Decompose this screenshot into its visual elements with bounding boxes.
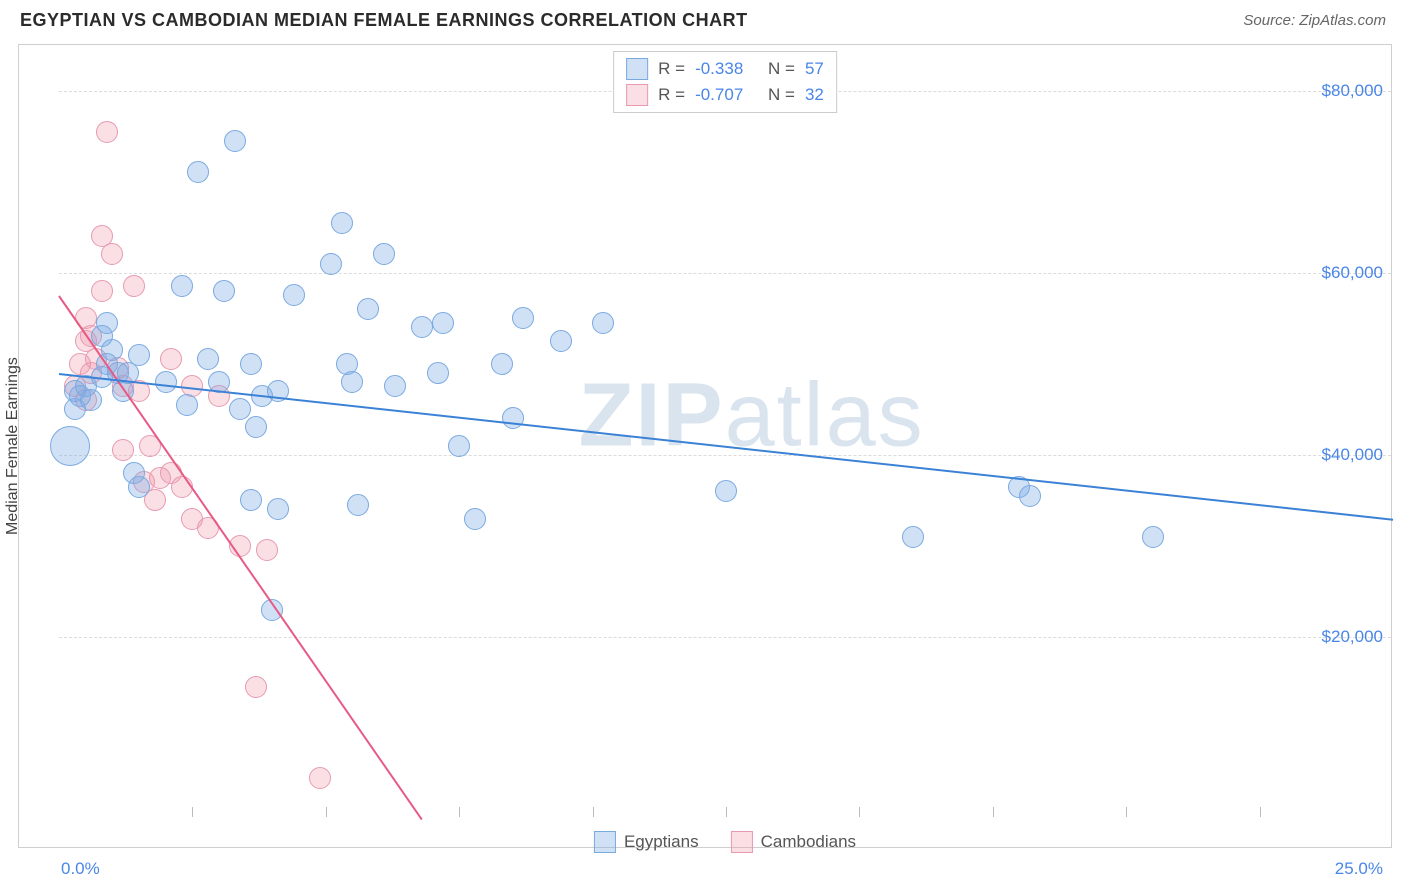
- data-point-cambodians: [101, 243, 123, 265]
- x-tick: [459, 807, 460, 817]
- data-point-egyptians: [155, 371, 177, 393]
- data-point-egyptians: [123, 462, 145, 484]
- data-point-cambodians: [197, 517, 219, 539]
- data-point-egyptians: [411, 316, 433, 338]
- data-point-egyptians: [1142, 526, 1164, 548]
- source-label: Source: ZipAtlas.com: [1243, 12, 1386, 29]
- x-tick: [726, 807, 727, 817]
- data-point-egyptians: [550, 330, 572, 352]
- plot-area: ZIPatlas R = -0.338 N = 57 R = -0.707 N …: [59, 45, 1391, 817]
- data-point-egyptians: [240, 489, 262, 511]
- data-point-egyptians: [96, 312, 118, 334]
- data-point-cambodians: [112, 439, 134, 461]
- swatch-cambodians: [626, 84, 648, 106]
- data-point-egyptians: [213, 280, 235, 302]
- data-point-egyptians: [101, 339, 123, 361]
- legend-row-egyptians: R = -0.338 N = 57: [626, 56, 824, 82]
- n-value-cambodians: 32: [805, 85, 824, 105]
- legend-item-egyptians: Egyptians: [594, 831, 699, 853]
- data-point-egyptians: [427, 362, 449, 384]
- y-tick-label: $40,000: [1322, 445, 1383, 465]
- data-point-egyptians: [341, 371, 363, 393]
- correlation-legend: R = -0.338 N = 57 R = -0.707 N = 32: [613, 51, 837, 113]
- data-point-egyptians: [432, 312, 454, 334]
- source-prefix: Source:: [1243, 12, 1299, 29]
- n-label: N =: [768, 85, 795, 105]
- data-point-egyptians: [240, 353, 262, 375]
- data-point-egyptians: [331, 212, 353, 234]
- data-point-egyptians: [491, 353, 513, 375]
- data-point-egyptians: [592, 312, 614, 334]
- chart-container: Median Female Earnings ZIPatlas R = -0.3…: [18, 44, 1392, 848]
- data-point-egyptians: [373, 243, 395, 265]
- series-legend: Egyptians Cambodians: [594, 831, 856, 853]
- data-point-egyptians: [50, 426, 90, 466]
- data-point-egyptians: [267, 498, 289, 520]
- x-axis-start: 0.0%: [61, 859, 100, 879]
- swatch-egyptians: [626, 58, 648, 80]
- data-point-egyptians: [171, 275, 193, 297]
- data-point-egyptians: [187, 161, 209, 183]
- data-point-cambodians: [245, 676, 267, 698]
- r-label: R =: [658, 85, 685, 105]
- data-point-cambodians: [160, 348, 182, 370]
- x-tick: [993, 807, 994, 817]
- source-name: ZipAtlas.com: [1299, 12, 1386, 29]
- gridline: [59, 637, 1391, 638]
- chart-title: EGYPTIAN VS CAMBODIAN MEDIAN FEMALE EARN…: [20, 10, 748, 31]
- data-point-egyptians: [715, 480, 737, 502]
- data-point-cambodians: [256, 539, 278, 561]
- n-value-egyptians: 57: [805, 59, 824, 79]
- x-tick: [326, 807, 327, 817]
- r-label: R =: [658, 59, 685, 79]
- data-point-egyptians: [502, 407, 524, 429]
- x-tick: [1126, 807, 1127, 817]
- watermark: ZIPatlas: [579, 364, 925, 467]
- data-point-egyptians: [357, 298, 379, 320]
- legend-row-cambodians: R = -0.707 N = 32: [626, 82, 824, 108]
- watermark-bold: ZIP: [579, 365, 725, 465]
- data-point-egyptians: [245, 416, 267, 438]
- data-point-cambodians: [309, 767, 331, 789]
- x-axis-end: 25.0%: [1335, 859, 1383, 879]
- data-point-cambodians: [91, 280, 113, 302]
- r-value-egyptians: -0.338: [695, 59, 743, 79]
- legend-label-egyptians: Egyptians: [624, 832, 699, 852]
- data-point-egyptians: [176, 394, 198, 416]
- n-label: N =: [768, 59, 795, 79]
- data-point-egyptians: [229, 398, 251, 420]
- r-value-cambodians: -0.707: [695, 85, 743, 105]
- data-point-egyptians: [283, 284, 305, 306]
- y-tick-label: $20,000: [1322, 627, 1383, 647]
- data-point-cambodians: [123, 275, 145, 297]
- y-axis-label: Median Female Earnings: [4, 357, 22, 535]
- trend-line-cambodians: [58, 296, 422, 821]
- data-point-egyptians: [448, 435, 470, 457]
- data-point-egyptians: [197, 348, 219, 370]
- data-point-egyptians: [320, 253, 342, 275]
- data-point-egyptians: [902, 526, 924, 548]
- x-tick: [1260, 807, 1261, 817]
- swatch-cambodians-icon: [731, 831, 753, 853]
- data-point-cambodians: [96, 121, 118, 143]
- data-point-egyptians: [384, 375, 406, 397]
- data-point-egyptians: [464, 508, 486, 530]
- y-tick-label: $80,000: [1322, 81, 1383, 101]
- data-point-egyptians: [128, 344, 150, 366]
- data-point-egyptians: [1019, 485, 1041, 507]
- data-point-egyptians: [347, 494, 369, 516]
- x-tick: [859, 807, 860, 817]
- data-point-egyptians: [512, 307, 534, 329]
- swatch-egyptians-icon: [594, 831, 616, 853]
- data-point-egyptians: [224, 130, 246, 152]
- x-tick: [593, 807, 594, 817]
- legend-item-cambodians: Cambodians: [731, 831, 856, 853]
- x-tick: [192, 807, 193, 817]
- legend-label-cambodians: Cambodians: [761, 832, 856, 852]
- y-tick-label: $60,000: [1322, 263, 1383, 283]
- gridline: [59, 273, 1391, 274]
- data-point-egyptians: [80, 389, 102, 411]
